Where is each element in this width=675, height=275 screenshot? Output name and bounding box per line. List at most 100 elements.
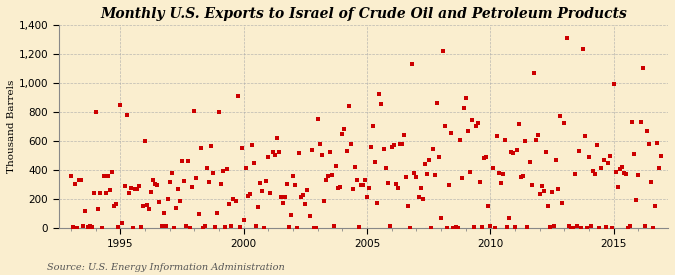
Point: [315, 142, 325, 146]
Point: [228, 197, 239, 202]
Point: [565, 226, 576, 230]
Point: [557, 201, 568, 206]
Point: [561, 36, 572, 40]
Point: [150, 182, 161, 186]
Point: [614, 167, 625, 171]
Point: [500, 138, 510, 142]
Point: [625, 224, 636, 229]
Point: [132, 187, 142, 191]
Point: [339, 127, 350, 131]
Point: [298, 193, 308, 197]
Point: [179, 179, 190, 183]
Point: [633, 173, 644, 178]
Point: [360, 178, 371, 182]
Point: [201, 166, 212, 170]
Point: [456, 176, 467, 180]
Point: [284, 225, 294, 229]
Point: [246, 143, 257, 148]
Point: [526, 183, 537, 188]
Point: [645, 180, 656, 184]
Point: [306, 148, 317, 153]
Point: [450, 225, 461, 229]
Point: [533, 133, 543, 137]
Point: [329, 224, 340, 229]
Point: [524, 160, 535, 164]
Point: [333, 186, 344, 190]
Point: [263, 155, 274, 159]
Point: [197, 226, 208, 230]
Point: [627, 120, 638, 124]
Point: [569, 172, 580, 177]
Point: [594, 226, 605, 230]
Point: [647, 226, 658, 230]
Point: [224, 201, 235, 206]
Point: [518, 174, 529, 178]
Point: [128, 226, 138, 230]
Point: [529, 71, 539, 75]
Point: [629, 152, 640, 156]
Y-axis label: Thousand Barrels: Thousand Barrels: [7, 80, 16, 173]
Point: [364, 186, 375, 191]
Point: [489, 226, 500, 230]
Point: [460, 95, 471, 100]
Point: [290, 182, 300, 187]
Point: [462, 129, 473, 133]
Point: [214, 110, 225, 114]
Point: [88, 190, 99, 195]
Point: [317, 153, 327, 158]
Point: [495, 181, 506, 186]
Point: [115, 103, 126, 107]
Point: [82, 225, 93, 230]
Point: [399, 133, 410, 137]
Point: [574, 148, 585, 153]
Point: [86, 225, 97, 229]
Point: [99, 173, 109, 178]
Point: [485, 224, 496, 228]
Point: [74, 177, 85, 182]
Point: [95, 191, 105, 195]
Point: [279, 195, 290, 199]
Point: [440, 123, 451, 128]
Point: [267, 150, 278, 155]
Point: [395, 142, 406, 147]
Point: [171, 206, 182, 210]
Point: [313, 117, 323, 122]
Point: [319, 199, 329, 203]
Point: [619, 170, 630, 175]
Point: [497, 172, 508, 176]
Point: [475, 180, 485, 185]
Point: [393, 186, 404, 190]
Point: [259, 226, 270, 230]
Point: [193, 212, 204, 216]
Point: [452, 226, 463, 230]
Point: [649, 204, 660, 208]
Point: [281, 182, 292, 186]
Point: [122, 113, 132, 117]
Point: [232, 94, 243, 98]
Point: [257, 189, 268, 193]
Point: [651, 141, 662, 145]
Point: [407, 62, 418, 67]
Point: [592, 142, 603, 147]
Point: [470, 124, 481, 128]
Point: [346, 142, 356, 146]
Point: [639, 223, 650, 228]
Point: [288, 174, 298, 179]
Point: [555, 114, 566, 118]
Point: [655, 154, 666, 158]
Point: [520, 139, 531, 143]
Point: [446, 131, 457, 135]
Point: [111, 202, 122, 206]
Point: [252, 205, 263, 210]
Point: [321, 178, 331, 182]
Point: [348, 187, 358, 192]
Point: [167, 171, 178, 175]
Point: [107, 170, 117, 174]
Point: [304, 214, 315, 218]
Point: [539, 188, 549, 193]
Point: [512, 148, 522, 152]
Point: [218, 169, 229, 174]
Point: [154, 200, 165, 204]
Point: [586, 224, 597, 228]
Point: [631, 198, 642, 202]
